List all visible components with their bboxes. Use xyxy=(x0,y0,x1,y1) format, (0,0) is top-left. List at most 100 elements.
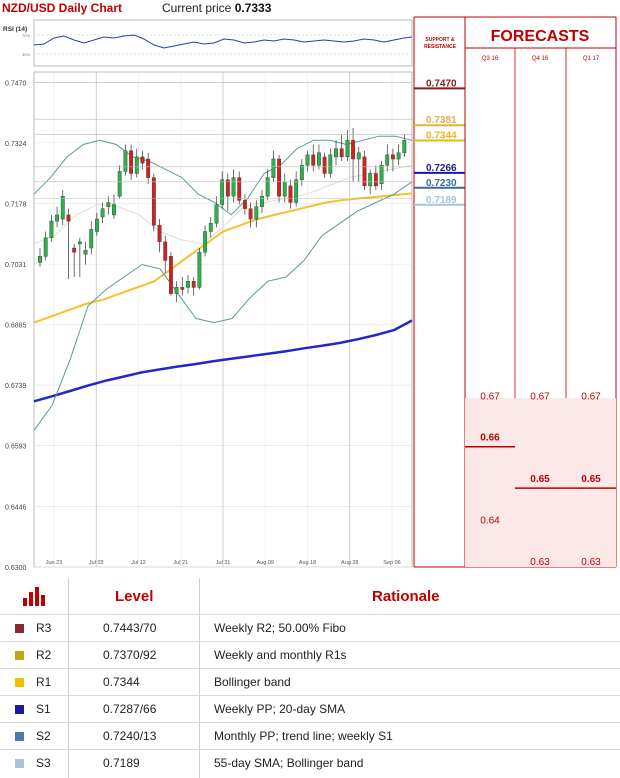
table-header-rationale: Rationale xyxy=(372,588,440,605)
level-label: 0.7381 xyxy=(426,115,457,126)
forecast-value: 0.66 xyxy=(480,433,500,444)
level-label: 0.7344 xyxy=(426,131,457,142)
candle-body xyxy=(89,229,94,249)
indicator-line-1 xyxy=(33,319,413,403)
rsi-panel: RSI (14) 70% 30% xyxy=(3,19,413,67)
level-rationale: Monthly PP; trend line; weekly S1 xyxy=(214,729,393,743)
support-resistance-panel: SUPPORT & RESISTANCE 0.7470 0.7381 0.7344 0… xyxy=(34,17,465,567)
candle-body xyxy=(373,173,378,187)
level-value: 0.7287/66 xyxy=(103,702,157,716)
forecast-value: 0.67 xyxy=(480,391,500,402)
candle-body xyxy=(112,204,116,216)
table-row: S1 0.7287/66 Weekly PP; 20-day SMA xyxy=(0,695,620,721)
indicator-line-4 xyxy=(33,164,413,245)
nzd-usd-chart: RSI (14) 70% 30% 0.7470 0.7324 0.7178 0.703… xyxy=(3,16,617,572)
candle-body xyxy=(225,179,230,197)
bar-chart-icon xyxy=(23,587,45,606)
candle-body xyxy=(345,140,350,158)
candle-body xyxy=(169,256,173,294)
forecast-col-q1-17: Q1 17 xyxy=(583,56,600,62)
x-tick-label: Jul 03 xyxy=(89,560,104,566)
candle-body xyxy=(191,280,196,288)
candle-body xyxy=(60,196,65,220)
candle-body xyxy=(66,214,71,222)
candle-body xyxy=(186,280,190,288)
level-rationale: Weekly R2; 50.00% Fibo xyxy=(214,621,346,635)
forecast-value: 0.63 xyxy=(530,557,550,568)
x-tick-label: Jul 21 xyxy=(173,560,188,566)
level-color-swatch xyxy=(15,705,24,714)
table-row: R1 0.7344 Bollinger band xyxy=(0,668,620,694)
candle-body xyxy=(265,177,270,197)
candle-body xyxy=(299,165,304,180)
candle-body xyxy=(83,249,88,255)
rsi-tick-30: 30% xyxy=(22,52,30,57)
level-rationale: 55-day SMA; Bollinger band xyxy=(214,756,364,770)
level-color-swatch xyxy=(15,678,24,687)
y-tick-label: 0.6593 xyxy=(5,444,27,451)
forecast-value: 0.67 xyxy=(581,391,601,402)
forecasts-panel: FORECASTS Q3 16 Q4 16 Q1 17 0.67 0.66 0.64… xyxy=(414,16,617,568)
candle-body xyxy=(402,140,407,153)
candle-body xyxy=(129,150,133,174)
candlesticks xyxy=(38,127,407,302)
current-price-value: 0.7333 xyxy=(234,1,272,15)
sr-header-line1: SUPPORT & xyxy=(425,37,455,43)
candle-body xyxy=(317,152,321,166)
candle-body xyxy=(146,158,151,178)
y-tick-label: 0.7470 xyxy=(5,80,27,87)
chart-title: NZD/USD Daily Chart xyxy=(2,1,123,15)
candle-body xyxy=(368,173,373,187)
table-row: R3 0.7443/70 Weekly R2; 50.00% Fibo xyxy=(0,614,620,640)
candle-body xyxy=(311,154,316,166)
candle-body xyxy=(231,177,236,197)
forecast-cell-bg xyxy=(566,397,616,567)
candle-body xyxy=(151,177,156,226)
x-tick-label: Aug 28 xyxy=(341,560,358,566)
forecast-value: 0.64 xyxy=(480,516,500,527)
candle-body xyxy=(180,287,185,290)
candle-body xyxy=(334,148,338,158)
x-tick-label: Aug 09 xyxy=(257,560,274,566)
level-value: 0.7189 xyxy=(103,756,140,770)
candle-body xyxy=(117,171,122,197)
candle-body xyxy=(277,158,281,197)
candle-body xyxy=(379,165,384,185)
y-tick-label: 0.6739 xyxy=(5,383,27,390)
level-value: 0.7443/70 xyxy=(103,621,157,635)
indicator-lines xyxy=(33,135,413,431)
y-axis: 0.7470 0.7324 0.7178 0.7031 0.6885 0.6739 0.65… xyxy=(5,80,27,572)
candle-body xyxy=(220,179,225,205)
table-row: S3 0.7189 55-day SMA; Bollinger band xyxy=(0,749,620,775)
table-row: R2 0.7370/92 Weekly and monthly R1s xyxy=(0,641,620,667)
table-header-level: Level xyxy=(115,588,154,605)
candle-body xyxy=(208,222,213,232)
candle-body xyxy=(214,204,219,224)
x-axis: Jun 23 Jul 03 Jul 12 Jul 21 Jul 31 Aug 09 Aug … xyxy=(46,560,401,566)
level-name: R2 xyxy=(36,648,52,662)
forecast-cell-bg xyxy=(515,397,566,567)
candle-body xyxy=(49,220,54,238)
level-name: S3 xyxy=(36,756,51,770)
level-label: 0.7266 xyxy=(426,163,457,174)
candle-body xyxy=(362,156,367,187)
candle-body xyxy=(134,156,139,174)
rsi-label: RSI (14) xyxy=(3,26,27,33)
candle-body xyxy=(174,287,179,294)
level-name: S2 xyxy=(36,729,51,743)
y-tick-label: 0.7031 xyxy=(5,262,27,269)
level-name: R1 xyxy=(36,675,52,689)
level-color-swatch xyxy=(15,624,24,633)
candle-body xyxy=(294,179,299,203)
level-name: S1 xyxy=(36,702,51,716)
candle-body xyxy=(351,140,355,160)
candle-body xyxy=(391,154,395,160)
forecast-value: 0.63 xyxy=(581,557,601,568)
candle-body xyxy=(203,231,207,253)
level-label: 0.7470 xyxy=(426,78,457,89)
x-tick-label: Jul 12 xyxy=(131,560,146,566)
candle-body xyxy=(140,156,145,164)
candle-body xyxy=(77,241,82,245)
levels-table: Level Rationale R3 0.7443/70 Weekly R2; 50… xyxy=(0,578,620,778)
candle-body xyxy=(95,218,99,232)
